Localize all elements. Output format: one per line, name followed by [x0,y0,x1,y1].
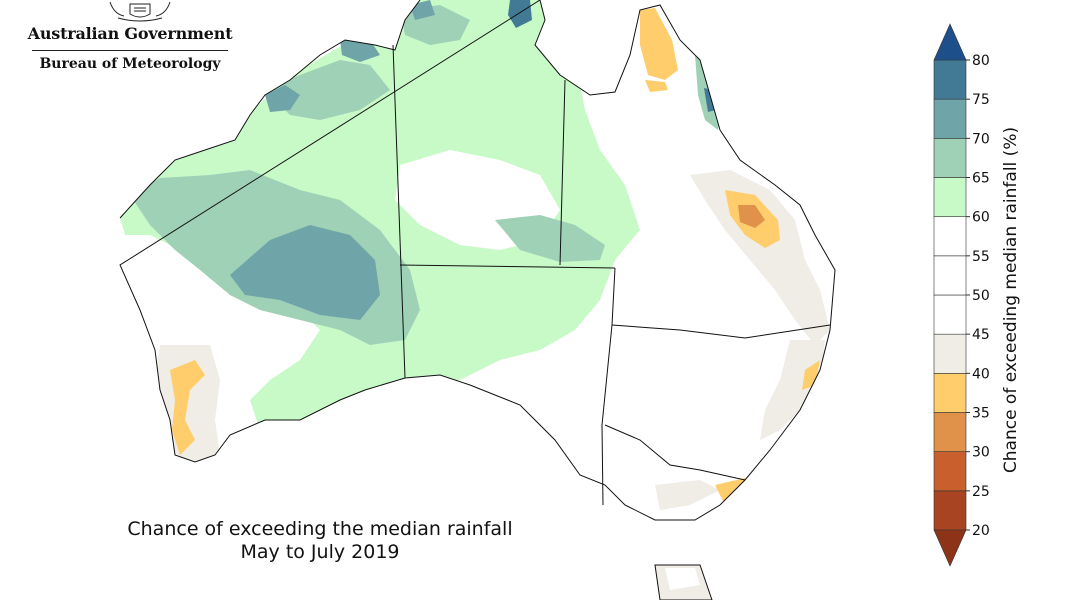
legend-bin-30-35 [933,412,967,452]
region-wetter-strong-nw [340,40,380,62]
coat-of-arms-icon [109,1,171,22]
region-drier-light-qld [690,170,830,345]
region-wetter-strong-west [230,225,380,320]
region-drier-mid-cape-york [640,8,678,80]
region-wetter-mid-central [495,215,605,262]
legend-bin-55-60 [933,216,967,257]
region-drier-light-vic [655,480,720,510]
legend-bin-70-75 [933,98,967,139]
border-qld-nsw [611,324,831,339]
legend-tick-label-60: 60 [972,210,990,226]
legend-bin-65-70 [933,138,967,178]
legend-bin-45-50 [933,294,967,335]
legend-tick-label-35: 35 [972,406,990,422]
border-nt-sa [399,264,616,269]
border-nt-qld [559,79,566,266]
legend-over-arrow [933,23,967,61]
legend-title-text: Chance of exceeding median rainfall (%) [1001,126,1021,474]
legend-bin-35-40 [933,373,967,413]
legend-tick-label-55: 55 [972,249,990,265]
map-caption: Chance of exceeding the median rainfall … [90,518,550,564]
logo-divider [32,50,228,51]
coastline [119,0,836,521]
border-wa [392,44,406,379]
tasmania-neutral [665,568,700,590]
legend-bin-40-45 [933,333,967,374]
legend-title: Chance of exceeding median rainfall (%) [996,110,1026,490]
legend-tick-label-20: 20 [972,523,990,539]
region-drier-strong-qld [738,205,765,228]
region-drier-light-nsw-coast [760,340,825,440]
legend-tick-label-65: 65 [972,171,990,187]
state-borders [392,44,831,506]
bom-logo: Australian Government Bureau of Meteorol… [20,0,233,80]
region-drier-mid-sw-wa [170,360,205,455]
probability-regions [120,0,830,510]
gov-subtitle: Bureau of Meteorology [39,56,221,72]
legend-bin-75-80 [933,59,967,100]
legend-tick-label-50: 50 [972,288,990,304]
legend-bin-60-65 [933,177,967,217]
legend-colorbar: 20 25 30 35 40 45 50 55 60 65 70 75 80 [933,23,990,567]
legend-bin-20-25 [933,490,967,531]
legend-tick-label-45: 45 [972,327,990,343]
region-wetter-strong-kimberley [265,85,300,112]
legend-tick-label-75: 75 [972,92,990,108]
region-wetter-mid-kimberley [265,60,390,120]
legend-tick-label-40: 40 [972,366,990,382]
legend-tick-label-30: 30 [972,445,990,461]
border-nsw-vic [604,424,746,481]
region-wetter-light-north [120,0,640,430]
australia-rainfall-map [119,0,836,600]
region-drier-mid-cape-york-south [645,80,668,92]
gov-title: Australian Government [27,24,233,43]
border-sa-qld-nsw [601,267,616,506]
caption-line2: May to July 2019 [240,541,400,563]
legend-under-arrow [933,529,967,567]
region-wetter-strongest-topend [508,0,532,28]
caption-line1: Chance of exceeding the median rainfall [127,518,513,540]
legend-tick-label-80: 80 [972,53,990,69]
legend-bin-25-30 [933,451,967,492]
legend-tick-label-25: 25 [972,484,990,500]
legend-tick-label-70: 70 [972,131,990,147]
legend-bin-50-55 [933,255,967,296]
